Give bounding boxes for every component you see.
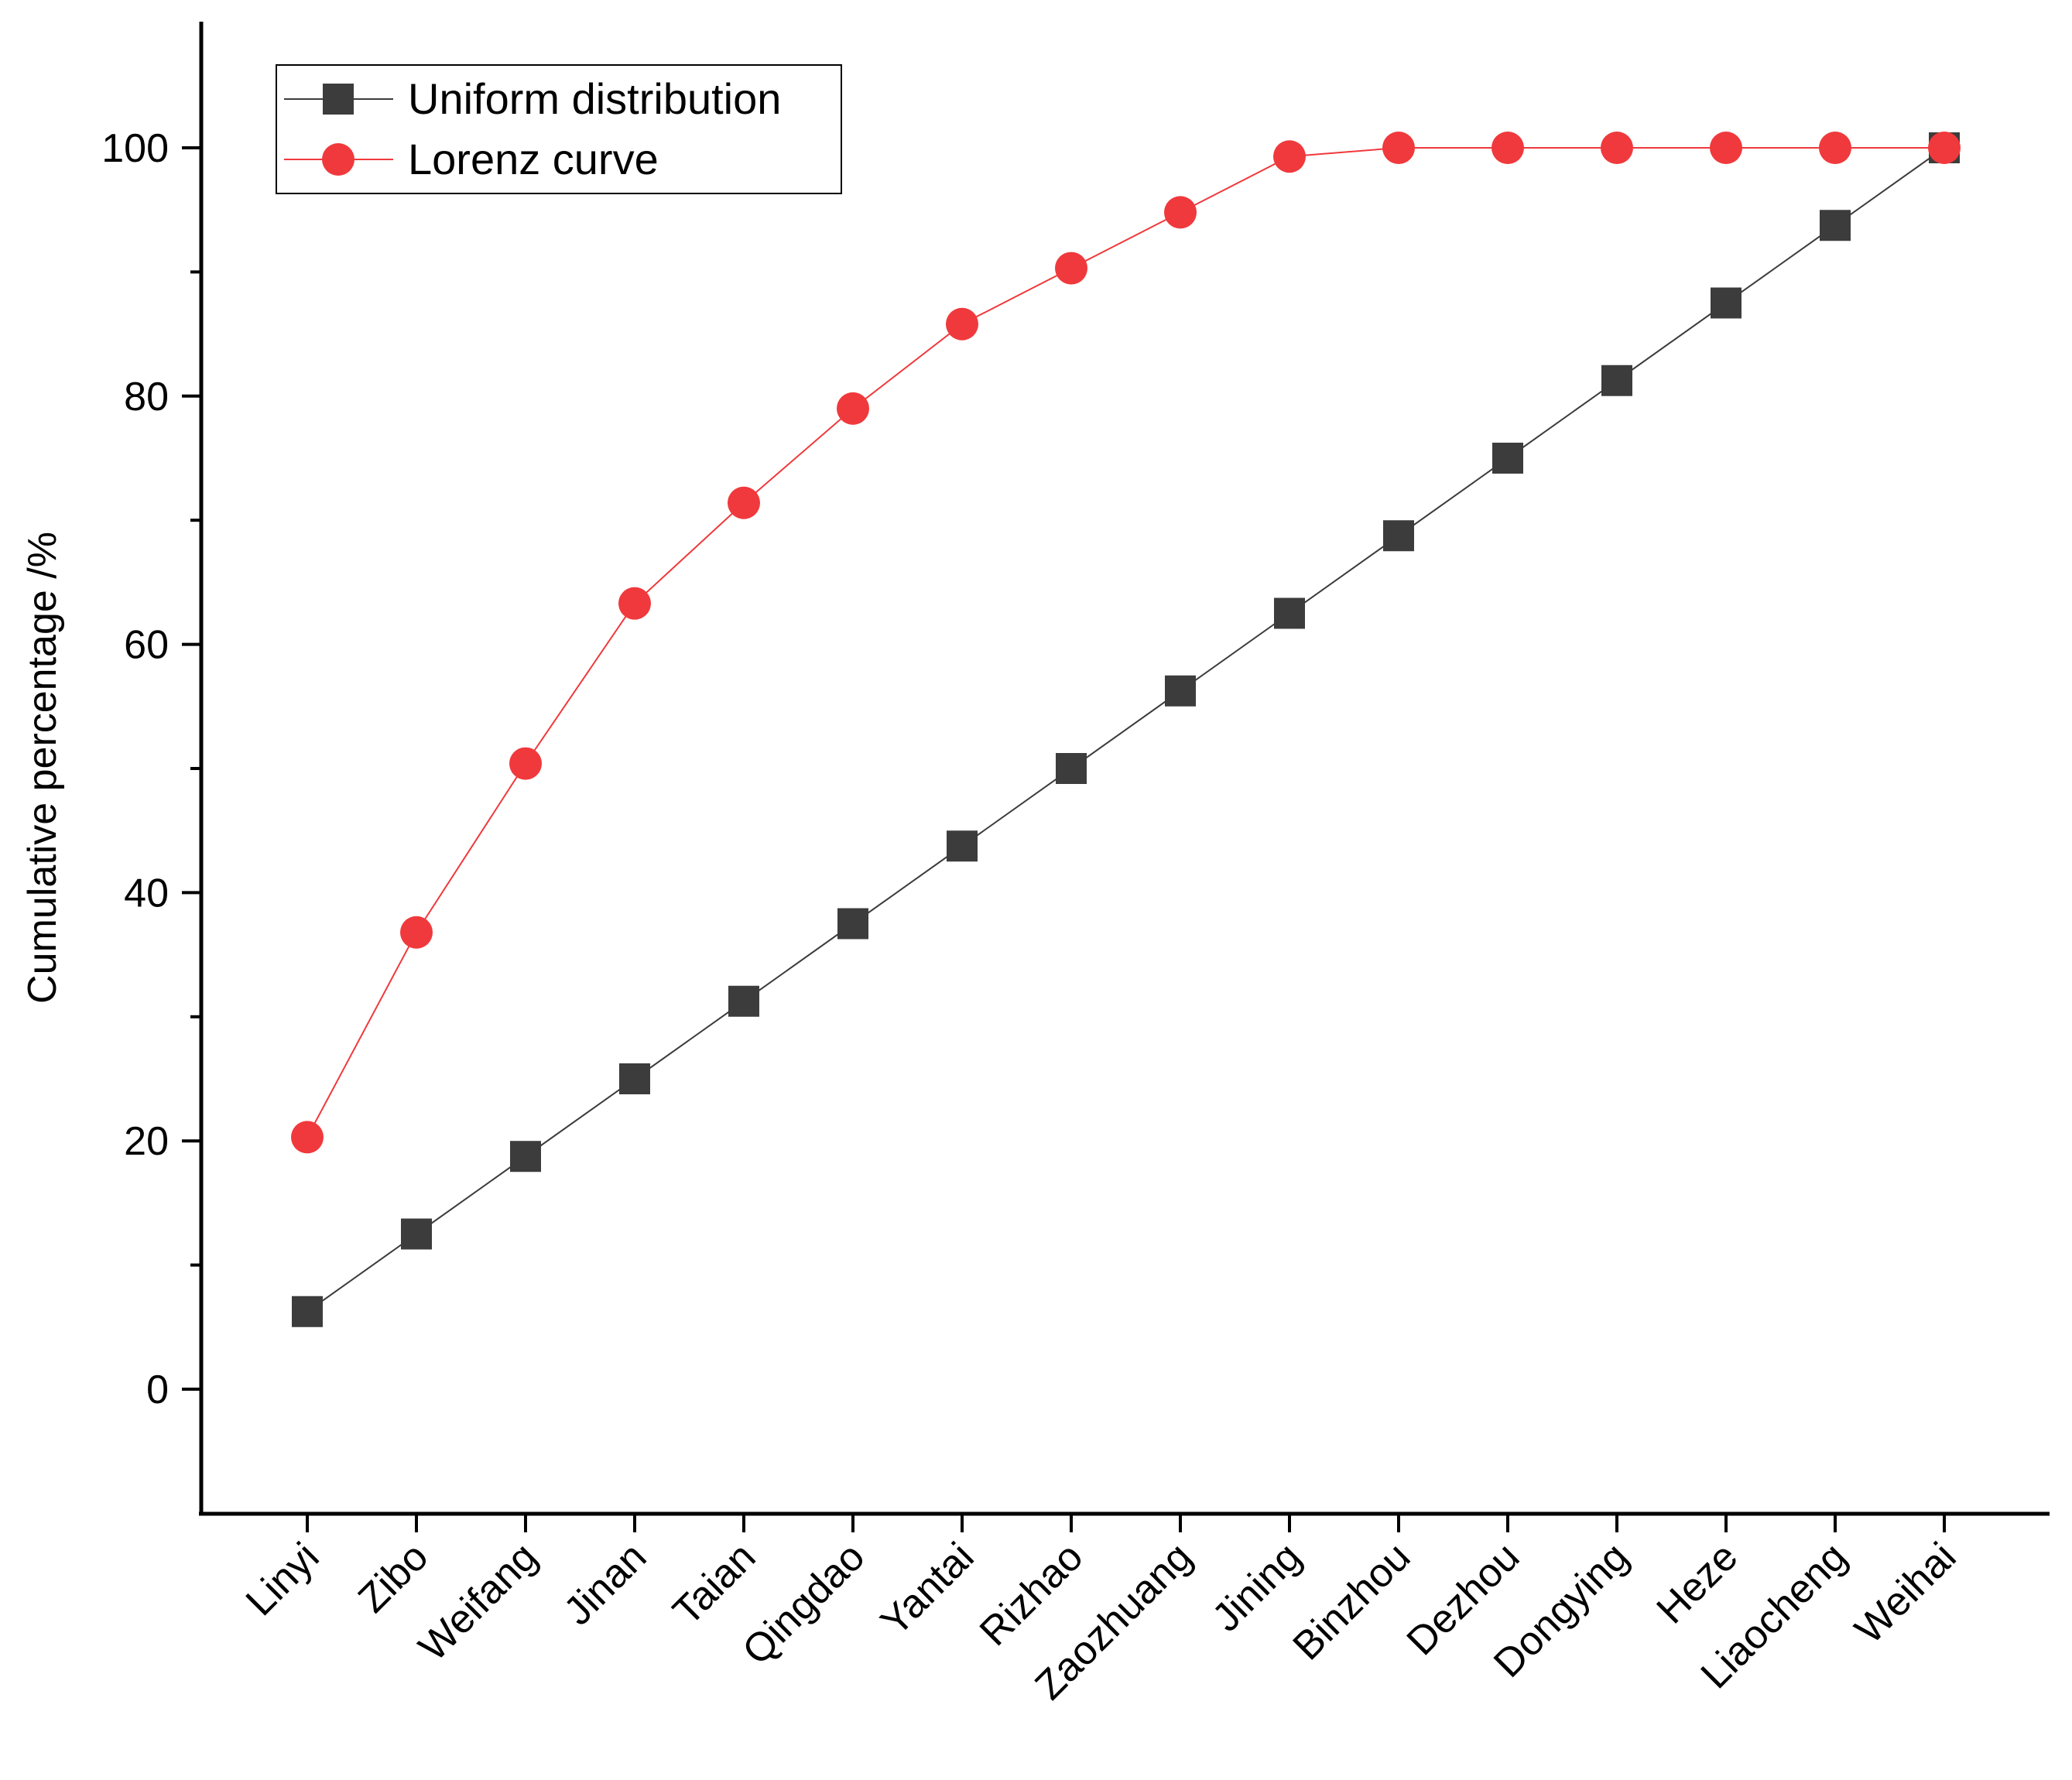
series-line	[307, 147, 1944, 1138]
axes	[199, 22, 2050, 1516]
legend-label: Uniform distribution	[408, 74, 781, 123]
lorenz-point	[946, 307, 978, 341]
x-tick-label: Yantai	[872, 1534, 983, 1645]
lorenz-point	[1164, 196, 1197, 229]
legend-marker-square	[323, 84, 354, 115]
uniform-point	[1383, 520, 1414, 552]
series-line	[307, 147, 1945, 1313]
uniform-point	[292, 1296, 323, 1327]
uniform-point	[1165, 675, 1196, 707]
uniform-point	[1601, 365, 1632, 396]
uniform-point	[1274, 597, 1305, 629]
lorenz-point	[1601, 132, 1633, 164]
x-tick-label: Jining	[1204, 1534, 1310, 1640]
lorenz-point	[1055, 252, 1087, 285]
lorenz-point	[1819, 132, 1851, 164]
legend-label: Lorenz curve	[408, 135, 659, 183]
uniform-point	[837, 908, 868, 940]
lorenz-point	[837, 392, 869, 425]
x-tick-label: Qingdao	[734, 1534, 873, 1673]
x-tick-label: Weifang	[410, 1534, 546, 1669]
uniform-point	[1711, 287, 1742, 319]
lorenz-point	[1491, 132, 1524, 164]
uniform-point	[947, 830, 978, 862]
lorenz-point	[1928, 132, 1961, 164]
lorenz-point	[1382, 132, 1415, 164]
legend-marker-circle	[322, 143, 354, 176]
legend: Uniform distribution Lorenz curve	[276, 64, 842, 194]
y-tick-label: 20	[124, 1119, 169, 1164]
lorenz-point	[728, 486, 760, 519]
x-tick-label: Linyi	[238, 1534, 328, 1624]
x-tick-label: Taian	[665, 1534, 765, 1634]
uniform-point	[728, 985, 759, 1017]
uniform-point	[1492, 443, 1523, 474]
lorenz-point	[618, 587, 651, 620]
y-ticks: 0 20 40 60 80 100	[101, 126, 201, 1412]
uniform-point	[401, 1218, 432, 1250]
y-axis-label: Cumulative percentage /%	[20, 532, 65, 1004]
uniform-point	[510, 1141, 541, 1172]
uniform-point	[619, 1063, 650, 1094]
legend-box	[276, 64, 842, 194]
x-tick-label: Zibo	[350, 1534, 437, 1621]
y-tick-label: 0	[146, 1368, 169, 1412]
x-tick-label: Heze	[1649, 1534, 1747, 1632]
x-tick-label: Jinan	[556, 1534, 656, 1634]
lorenz-point	[1710, 132, 1742, 164]
uniform-point	[1056, 753, 1087, 784]
lorenz-point	[509, 747, 542, 780]
x-tick-label: Weihai	[1847, 1534, 1965, 1652]
y-tick-label: 60	[124, 623, 169, 668]
lorenz-point	[1273, 140, 1306, 173]
y-tick-label: 100	[101, 126, 169, 171]
lorenz-point	[400, 916, 433, 949]
x-tick-label: Binzhou	[1285, 1534, 1420, 1669]
y-tick-label: 40	[124, 871, 169, 916]
uniform-point	[1820, 210, 1851, 241]
series-layer	[291, 132, 1961, 1327]
lorenz-point	[291, 1121, 324, 1154]
y-tick-label: 80	[124, 375, 169, 419]
